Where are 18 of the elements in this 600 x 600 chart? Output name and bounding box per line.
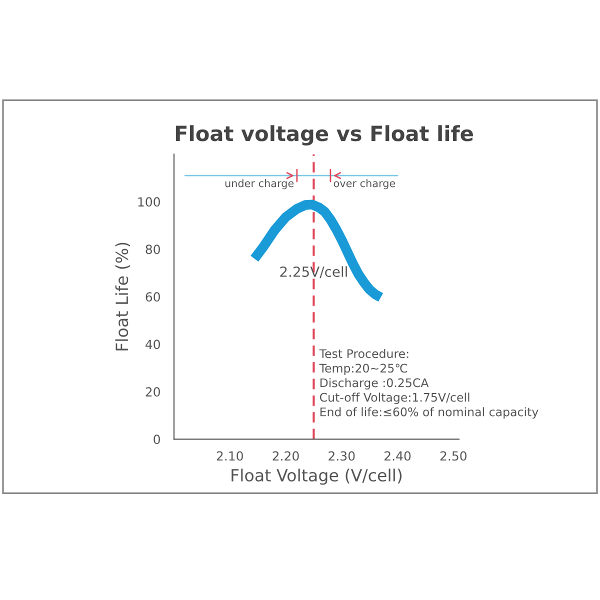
y-tick-label: 0 (154, 434, 160, 444)
ref-line-label: 2.25V/cell (280, 266, 347, 278)
x-tick-label: 2.50 (440, 451, 466, 461)
x-tick-label: 2.30 (328, 451, 355, 461)
x-tick-label: 2.10 (216, 451, 243, 461)
x-tick-label: 2.40 (384, 451, 411, 461)
chart-title: Float voltage vs Float life (176, 125, 473, 146)
y-tick-label: 40 (146, 340, 160, 350)
annotation: Test Procedure: Temp:20~25℃ Discharge :0.25CA Cut-off Voltage:1.75V/cell End of life:≤60% of nominal capacity (319, 348, 538, 419)
x-axis-title: Float Voltage (V/cell) (232, 468, 402, 485)
annotation: under charge (225, 179, 294, 190)
y-tick-label: 20 (146, 387, 160, 397)
x-tick-label: 2.20 (272, 451, 299, 461)
y-tick-label: 100 (138, 197, 160, 207)
y-tick-label: 60 (146, 292, 160, 302)
y-axis-title: Float Life (%) (115, 242, 130, 350)
y-tick-label: 80 (146, 244, 160, 254)
annotation: over charge (334, 179, 396, 190)
